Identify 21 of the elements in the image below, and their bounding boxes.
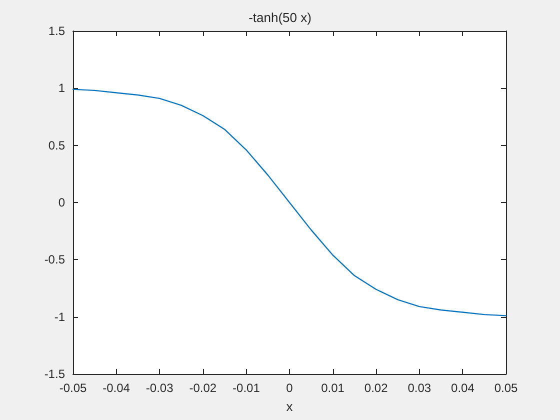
y-tick-label: 1.5 [48,24,66,38]
y-tick-label: 1 [58,81,66,96]
x-tick-label: 0.03 [408,381,432,395]
x-axis-title: x [286,399,294,414]
x-tick-label: 0.05 [494,381,518,395]
y-tick-label: 0.5 [48,138,66,152]
x-tick-label: 0 [286,381,294,395]
y-tick-label: -0.5 [44,252,66,267]
x-tick-label: -0.03 [146,381,174,395]
y-tick-label: -1 [54,310,66,324]
x-tick-label: 0.04 [451,381,475,395]
x-tick-label: 0.01 [321,381,345,395]
y-tick-label: -1.5 [44,367,66,381]
x-tick-label: 0.02 [364,381,388,395]
y-tick-label: 0 [58,196,66,210]
line-series [72,88,507,316]
x-tick-label: -0.05 [59,381,87,395]
chart-title: -tanh(50 x) [248,10,312,25]
x-tick-label: -0.01 [232,381,260,395]
x-tick-label: -0.04 [102,381,130,395]
x-tick-label: -0.02 [189,381,217,395]
